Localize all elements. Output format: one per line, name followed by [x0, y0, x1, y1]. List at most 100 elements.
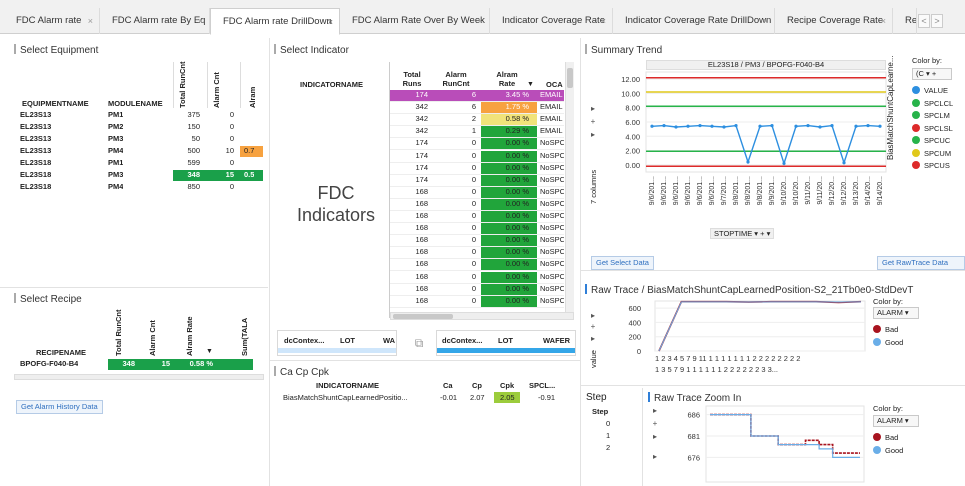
equipment-cell[interactable]: PM4 — [108, 182, 124, 191]
indicator-runs-cell[interactable]: 174 — [415, 90, 428, 99]
indicator-runs-cell[interactable]: 168 — [415, 198, 428, 208]
equipment-cell[interactable]: EL23S18 — [20, 182, 52, 191]
recipe-name-cell[interactable]: BPOFG-F040-B4 — [20, 359, 79, 368]
data-point[interactable] — [650, 124, 654, 128]
data-point[interactable] — [698, 123, 702, 128]
horizontal-scrollbar[interactable] — [390, 312, 574, 320]
tab-scroll-left-icon[interactable]: < — [918, 14, 930, 28]
expand-icon[interactable]: ▸ — [590, 334, 595, 343]
tab-indicator-coverage-rate[interactable]: Indicator Coverage Rate × — [490, 8, 613, 34]
cacp-cp-cell[interactable]: 2.07 — [470, 393, 485, 402]
col-header-lot[interactable]: LOT — [498, 336, 513, 345]
tab-fdc-alarm-rate-over-by-week[interactable]: FDC Alarm Rate Over By Week × — [340, 8, 490, 34]
expand-icon[interactable]: ▸ — [590, 130, 595, 139]
indicator-alarm-cell[interactable]: 2 — [471, 114, 476, 124]
indicator-rate-cell[interactable]: 0.00 % — [505, 295, 529, 305]
col-header-recipename[interactable]: RECIPENAME — [36, 348, 87, 357]
equipment-cell[interactable]: 375 — [187, 110, 200, 119]
get-rawtrace-data-button[interactable]: Get RawTrace Data — [877, 256, 965, 270]
indicator-runs-cell[interactable]: 342 — [415, 114, 428, 124]
indicator-rate-cell[interactable]: 0.00 % — [505, 271, 529, 281]
expand-icon[interactable]: ▸ — [652, 452, 657, 461]
legend-item[interactable]: SPCLSL — [912, 123, 962, 134]
col-header-total-runcnt[interactable]: Total RunCnt — [178, 61, 187, 108]
col-header-indicatorname[interactable]: INDICATORNAME — [316, 381, 380, 390]
step-value[interactable]: 2 — [606, 443, 611, 452]
legend-item[interactable]: SPCLCL — [912, 98, 962, 109]
data-point[interactable] — [686, 124, 690, 128]
equipment-cell[interactable]: PM4 — [108, 146, 124, 155]
col-header-wafer[interactable]: WA — [383, 336, 396, 345]
indicator-alarm-cell[interactable]: 1 — [471, 126, 476, 136]
data-point[interactable] — [830, 123, 834, 128]
indicator-rate-cell[interactable]: 3.45 % — [505, 90, 529, 99]
cacp-cpk-cell[interactable]: 2.05 — [500, 393, 515, 402]
indicator-runs-cell[interactable]: 342 — [415, 102, 428, 112]
indicator-oca-cell[interactable]: NoSPC — [540, 259, 564, 269]
indicator-oca-cell[interactable]: NoSPC — [540, 223, 564, 233]
expand-icon[interactable]: ▸ — [652, 432, 657, 441]
legend-item[interactable]: SPCUM — [912, 148, 962, 159]
step-value[interactable]: 0 — [606, 419, 611, 428]
horizontal-scrollbar[interactable] — [14, 374, 264, 380]
close-icon[interactable]: × — [197, 16, 203, 26]
equipment-cell[interactable]: 0 — [229, 182, 234, 191]
tab-fdc-alarm-rate-drilldown[interactable]: FDC Alarm rate DrillDown × — [210, 8, 340, 35]
col-header-oca[interactable]: OCA — [546, 80, 563, 89]
equipment-cell[interactable]: 0.5 — [244, 170, 255, 179]
equipment-cell[interactable]: 0 — [229, 122, 234, 131]
recipe-runs-cell[interactable]: 348 — [122, 359, 135, 368]
indicator-alarm-cell[interactable]: 0 — [471, 150, 476, 160]
indicator-runs-cell[interactable]: 168 — [415, 295, 428, 305]
color-by-dropdown[interactable]: (C ▾ + — [912, 68, 952, 80]
col-header-spcl[interactable]: SPCL... — [529, 381, 556, 390]
indicator-alarm-cell[interactable]: 0 — [471, 223, 476, 233]
indicator-rate-cell[interactable]: 0.00 % — [505, 138, 529, 148]
data-point[interactable] — [770, 123, 774, 128]
indicator-rate-cell[interactable]: 0.00 % — [505, 235, 529, 245]
indicator-runs-cell[interactable]: 168 — [415, 186, 428, 196]
indicator-oca-cell[interactable]: NoSPC — [540, 271, 564, 281]
close-icon[interactable]: × — [880, 16, 886, 26]
indicator-alarm-cell[interactable]: 0 — [471, 259, 476, 269]
close-icon[interactable]: × — [762, 16, 768, 26]
data-point[interactable] — [806, 123, 810, 128]
equipment-cell[interactable]: PM3 — [108, 134, 124, 143]
legend-item[interactable]: Good — [873, 446, 903, 456]
tab-scroll-right-icon[interactable]: > — [931, 14, 943, 28]
tab-fdc-alarm-rate-by-eq[interactable]: FDC Alarm rate By Eq × — [100, 8, 210, 34]
color-by-dropdown[interactable]: ALARM ▾ — [873, 415, 919, 427]
indicator-oca-cell[interactable]: NoSPC — [540, 138, 564, 148]
col-header-alarm-cnt[interactable]: Alarm Cnt — [212, 72, 221, 108]
indicator-oca-cell[interactable]: NoSPC — [540, 211, 564, 220]
equipment-cell[interactable]: PM1 — [108, 110, 124, 119]
indicator-rate-cell[interactable]: 0.00 % — [505, 186, 529, 196]
data-point[interactable] — [662, 123, 666, 128]
indicator-alarm-cell[interactable]: 0 — [471, 271, 476, 281]
expand-icon[interactable]: ▸ — [590, 311, 595, 320]
indicator-oca-cell[interactable]: NoSPC — [540, 235, 564, 245]
indicator-rate-cell[interactable]: 0.00 % — [505, 150, 529, 160]
indicator-oca-cell[interactable]: NoSPC — [540, 198, 564, 208]
equipment-cell[interactable]: 0 — [229, 110, 234, 119]
indicator-runs-cell[interactable]: 174 — [415, 150, 428, 160]
col-header-alram-rate[interactable]: Alram Rate — [496, 70, 518, 88]
indicator-runs-cell[interactable]: 342 — [415, 126, 428, 136]
indicator-alarm-cell[interactable]: 0 — [471, 174, 476, 184]
vertical-scrollbar[interactable] — [565, 62, 574, 312]
close-icon[interactable]: × — [87, 16, 93, 26]
indicator-oca-cell[interactable]: NoSPC — [540, 162, 564, 172]
legend-item[interactable]: Bad — [873, 325, 898, 335]
legend-item[interactable]: VALUE — [912, 86, 962, 96]
indicator-oca-cell[interactable]: EMAIL — [540, 90, 563, 99]
equipment-cell[interactable]: EL23S13 — [20, 134, 52, 143]
add-icon[interactable]: + — [590, 322, 596, 331]
indicator-rate-cell[interactable]: 0.29 % — [505, 126, 529, 136]
col-header-total-runcnt[interactable]: Total RunCnt — [114, 309, 123, 356]
sort-desc-icon[interactable]: ▼ — [206, 348, 213, 355]
indicator-alarm-cell[interactable]: 0 — [471, 247, 476, 257]
summary-trend-chart[interactable]: 12.00 10.00 8.00 6.00 4.00 2.00 0.00 9/6/201...… — [600, 60, 900, 240]
data-point[interactable] — [842, 161, 846, 165]
indicator-alarm-cell[interactable]: 6 — [471, 102, 476, 112]
indicator-oca-cell[interactable]: NoSPC — [540, 186, 564, 196]
